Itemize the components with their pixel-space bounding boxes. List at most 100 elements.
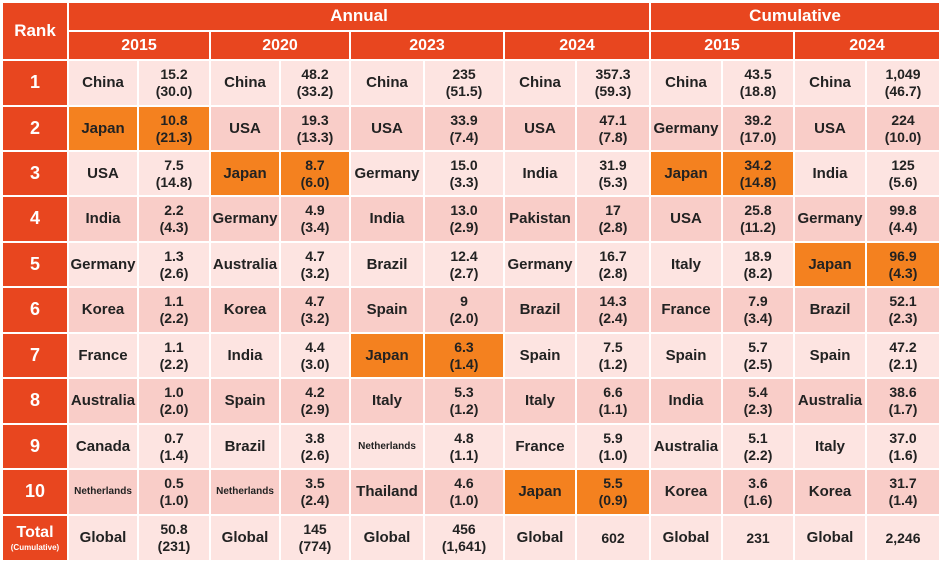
value-cell: 4.9 (3.4) xyxy=(280,196,350,242)
country-cell: Korea xyxy=(794,469,866,515)
country-cell: Germany xyxy=(68,242,138,287)
country-cell: Spain xyxy=(504,333,576,378)
rank-cell: 6 xyxy=(2,287,68,333)
country-cell: China xyxy=(504,60,576,106)
country-cell: Brazil xyxy=(210,424,280,469)
value-cell: 31.7 (1.4) xyxy=(866,469,940,515)
country-cell: Netherlands xyxy=(210,469,280,515)
value-cell: 19.3 (13.3) xyxy=(280,106,350,151)
total-country-cell: Global xyxy=(210,515,280,561)
total-value-cell: 456 (1,641) xyxy=(424,515,504,561)
value-cell: 224 (10.0) xyxy=(866,106,940,151)
value-cell: 47.2 (2.1) xyxy=(866,333,940,378)
country-cell: Thailand xyxy=(350,469,424,515)
value-cell: 6.3 (1.4) xyxy=(424,333,504,378)
country-cell: Japan xyxy=(210,151,280,196)
total-sublabel: (Cumulative) xyxy=(10,543,60,553)
country-cell: Korea xyxy=(650,469,722,515)
value-cell: 37.0 (1.6) xyxy=(866,424,940,469)
country-cell: USA xyxy=(350,106,424,151)
value-cell: 0.7 (1.4) xyxy=(138,424,210,469)
country-cell: USA xyxy=(794,106,866,151)
value-cell: 1.1 (2.2) xyxy=(138,333,210,378)
value-cell: 33.9 (7.4) xyxy=(424,106,504,151)
value-cell: 31.9 (5.3) xyxy=(576,151,650,196)
country-cell: Japan xyxy=(504,469,576,515)
value-cell: 357.3 (59.3) xyxy=(576,60,650,106)
country-cell: China xyxy=(650,60,722,106)
value-cell: 3.6 (1.6) xyxy=(722,469,794,515)
value-cell: 1.0 (2.0) xyxy=(138,378,210,424)
country-cell: Australia xyxy=(68,378,138,424)
value-cell: 25.8 (11.2) xyxy=(722,196,794,242)
country-cell: France xyxy=(650,287,722,333)
total-country-cell: Global xyxy=(504,515,576,561)
country-cell: Germany xyxy=(210,196,280,242)
country-cell: India xyxy=(650,378,722,424)
country-cell: France xyxy=(504,424,576,469)
value-cell: 5.5 (0.9) xyxy=(576,469,650,515)
country-cell: USA xyxy=(68,151,138,196)
value-cell: 16.7 (2.8) xyxy=(576,242,650,287)
year-header: 2024 xyxy=(794,31,940,60)
value-cell: 5.1 (2.2) xyxy=(722,424,794,469)
value-cell: 2.2 (4.3) xyxy=(138,196,210,242)
value-cell: 96.9 (4.3) xyxy=(866,242,940,287)
rank-cell: 5 xyxy=(2,242,68,287)
total-label: Total xyxy=(16,524,54,542)
country-cell: Australia xyxy=(794,378,866,424)
value-cell: 5.7 (2.5) xyxy=(722,333,794,378)
value-cell: 5.4 (2.3) xyxy=(722,378,794,424)
country-cell: Italy xyxy=(650,242,722,287)
value-cell: 47.1 (7.8) xyxy=(576,106,650,151)
value-cell: 0.5 (1.0) xyxy=(138,469,210,515)
country-cell: Spain xyxy=(794,333,866,378)
value-cell: 9 (2.0) xyxy=(424,287,504,333)
value-cell: 48.2 (33.2) xyxy=(280,60,350,106)
country-cell: India xyxy=(350,196,424,242)
country-cell: Spain xyxy=(350,287,424,333)
rank-cell: 10 xyxy=(2,469,68,515)
value-cell: 5.3 (1.2) xyxy=(424,378,504,424)
value-cell: 34.2 (14.8) xyxy=(722,151,794,196)
country-cell: Japan xyxy=(350,333,424,378)
rank-cell: 1 xyxy=(2,60,68,106)
country-cell: Germany xyxy=(794,196,866,242)
value-cell: 17 (2.8) xyxy=(576,196,650,242)
value-cell: 4.7 (3.2) xyxy=(280,287,350,333)
value-cell: 3.8 (2.6) xyxy=(280,424,350,469)
country-cell: India xyxy=(68,196,138,242)
total-value-cell: 2,246 xyxy=(866,515,940,561)
country-cell: Japan xyxy=(650,151,722,196)
country-cell: Pakistan xyxy=(504,196,576,242)
total-country-cell: Global xyxy=(350,515,424,561)
value-cell: 8.7 (6.0) xyxy=(280,151,350,196)
country-cell: Spain xyxy=(210,378,280,424)
country-cell: USA xyxy=(504,106,576,151)
value-cell: 4.6 (1.0) xyxy=(424,469,504,515)
value-cell: 4.2 (2.9) xyxy=(280,378,350,424)
country-cell: Japan xyxy=(68,106,138,151)
country-cell: Germany xyxy=(504,242,576,287)
total-country-cell: Global xyxy=(68,515,138,561)
total-value-cell: 602 xyxy=(576,515,650,561)
country-cell: Italy xyxy=(794,424,866,469)
rank-cell: 3 xyxy=(2,151,68,196)
country-cell: China xyxy=(68,60,138,106)
cumulative-header: Cumulative xyxy=(650,2,940,31)
total-country-cell: Global xyxy=(650,515,722,561)
year-header: 2020 xyxy=(210,31,350,60)
country-cell: Brazil xyxy=(794,287,866,333)
value-cell: 13.0 (2.9) xyxy=(424,196,504,242)
rank-cell: 8 xyxy=(2,378,68,424)
country-cell: Korea xyxy=(210,287,280,333)
total-value-cell: 145 (774) xyxy=(280,515,350,561)
value-cell: 14.3 (2.4) xyxy=(576,287,650,333)
value-cell: 99.8 (4.4) xyxy=(866,196,940,242)
value-cell: 15.0 (3.3) xyxy=(424,151,504,196)
country-cell: Brazil xyxy=(504,287,576,333)
value-cell: 52.1 (2.3) xyxy=(866,287,940,333)
value-cell: 15.2 (30.0) xyxy=(138,60,210,106)
value-cell: 4.4 (3.0) xyxy=(280,333,350,378)
country-cell: Brazil xyxy=(350,242,424,287)
